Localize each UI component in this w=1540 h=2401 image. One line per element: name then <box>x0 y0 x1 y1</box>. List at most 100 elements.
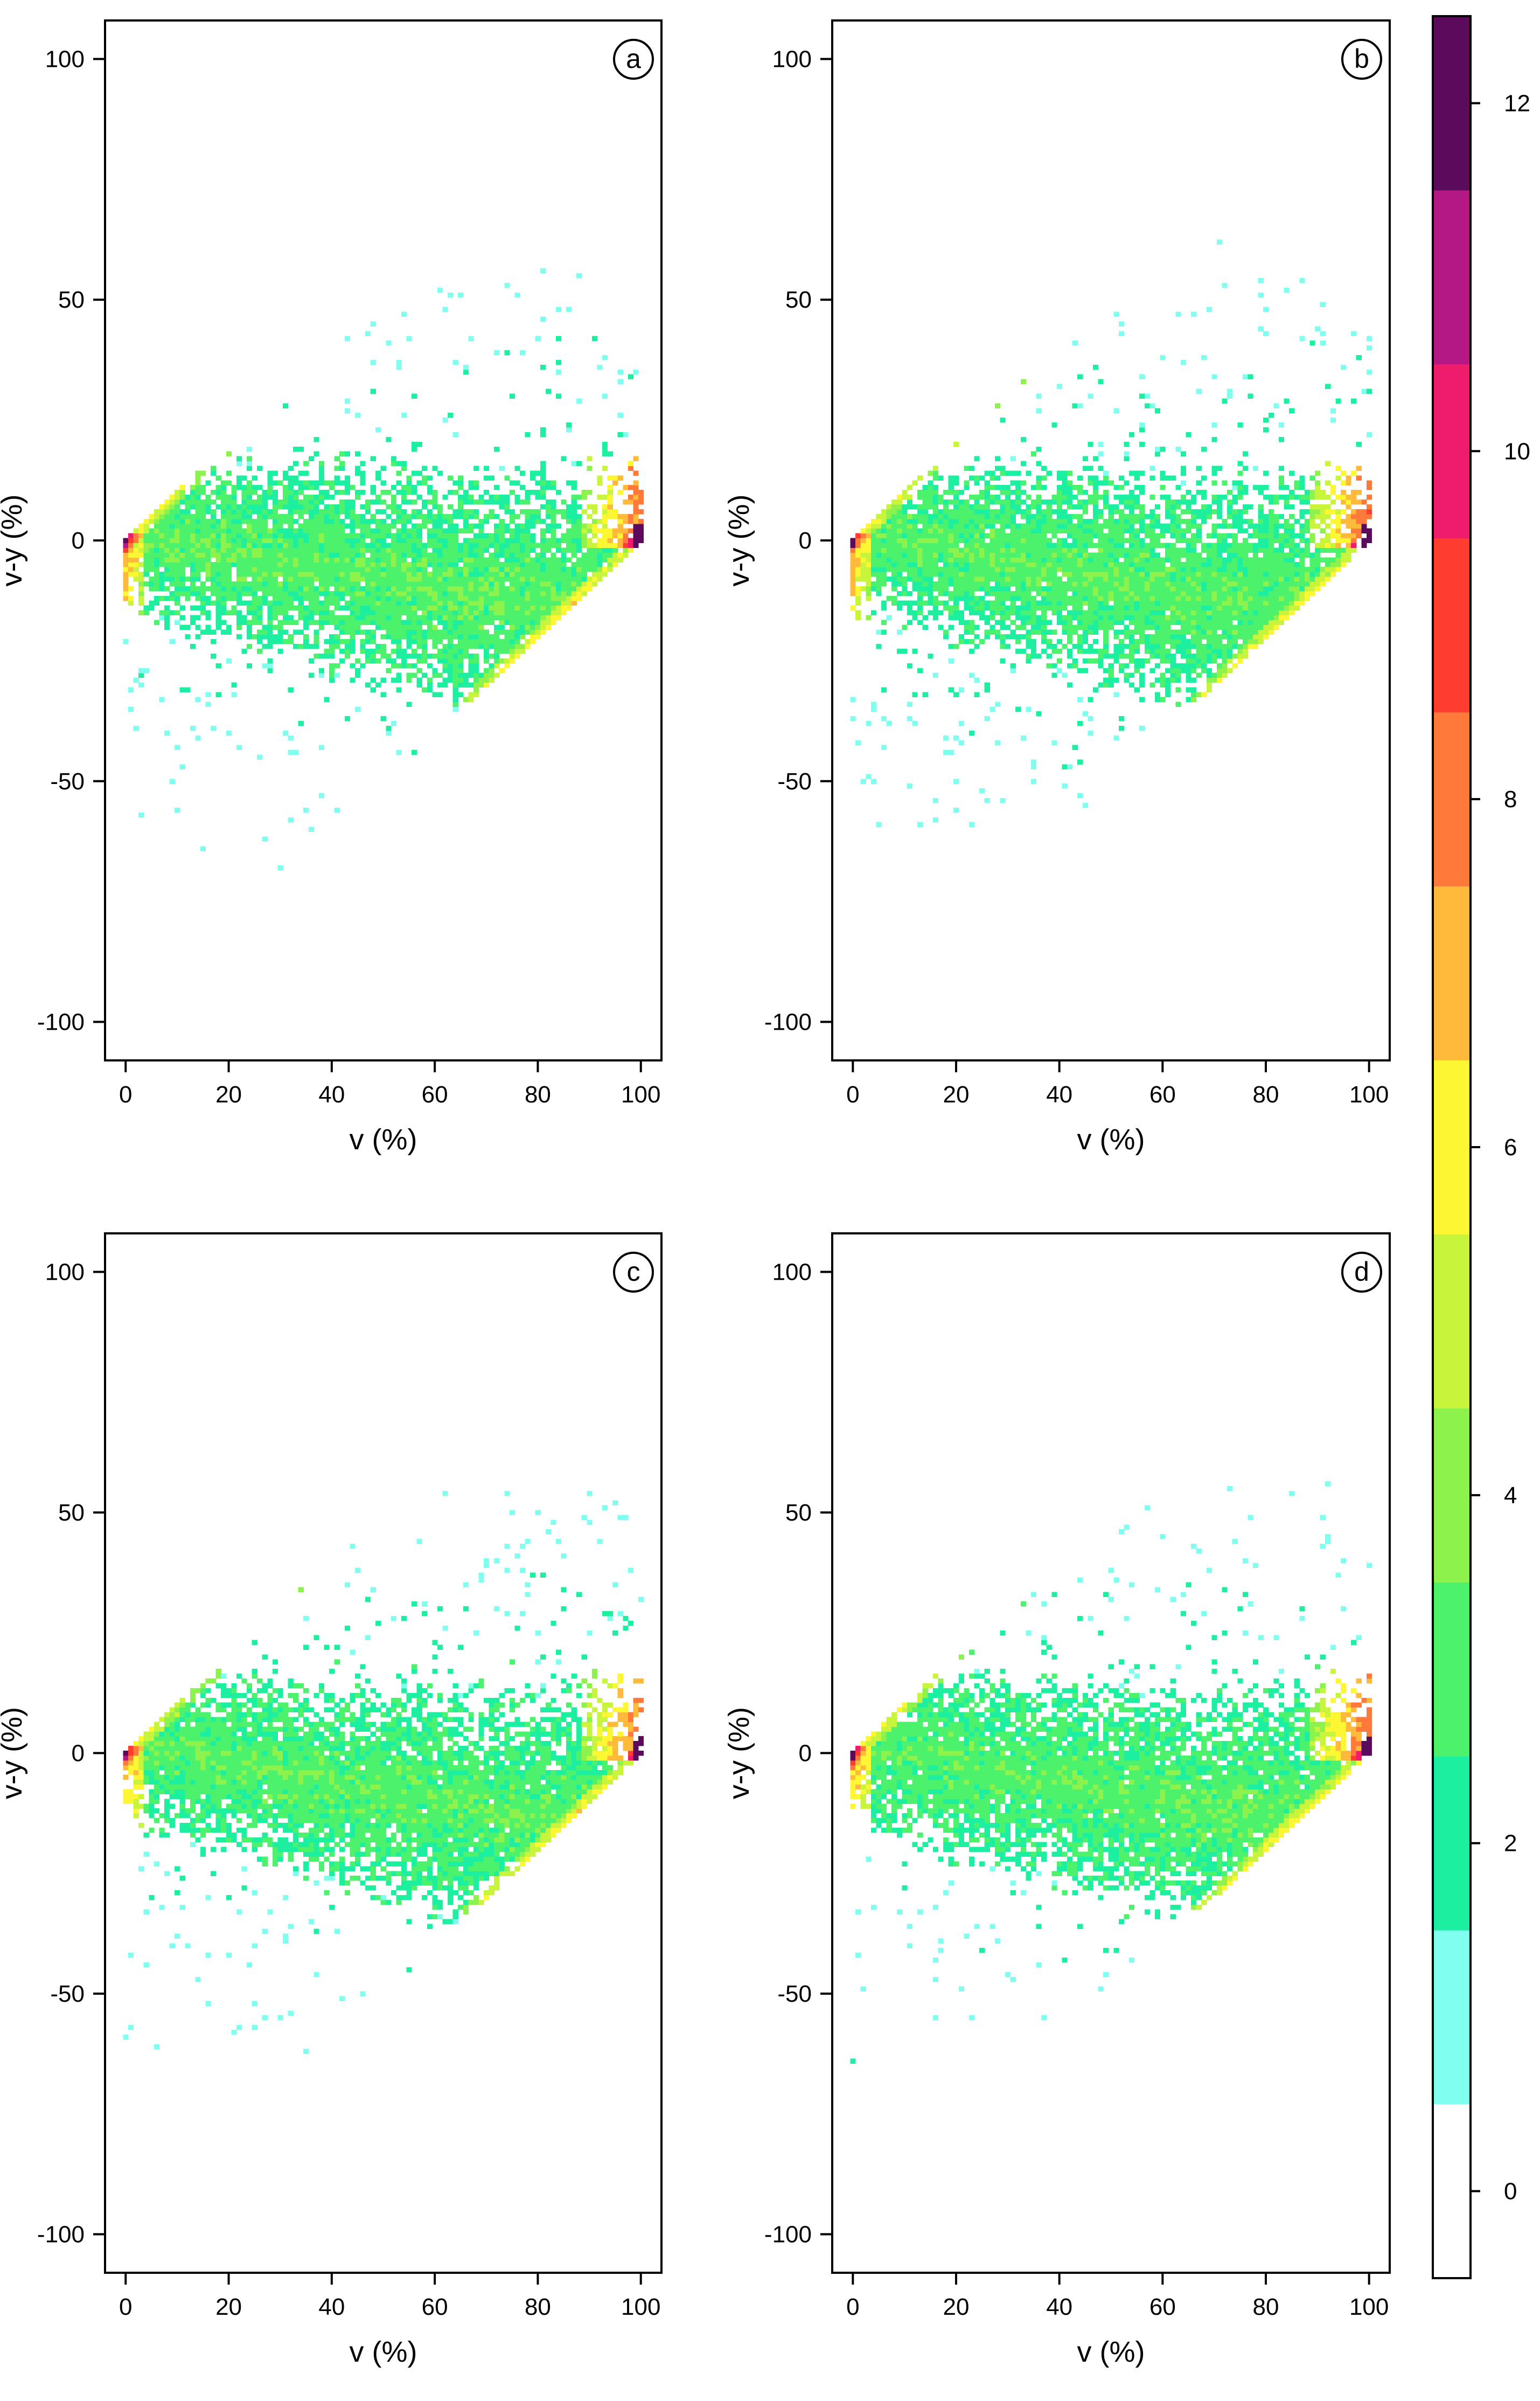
heatmap-cell <box>236 591 242 596</box>
heatmap-cell <box>535 581 541 587</box>
heatmap-cell <box>984 562 990 567</box>
heatmap-cell <box>1020 586 1026 592</box>
heatmap-cell <box>360 547 366 553</box>
heatmap-cell <box>267 586 273 592</box>
heatmap-cell <box>509 649 515 654</box>
heatmap-cell <box>350 562 356 567</box>
heatmap-cell <box>530 610 536 616</box>
heatmap-cell <box>597 572 603 577</box>
heatmap-cell <box>391 591 396 596</box>
heatmap-cell <box>1098 595 1104 601</box>
heatmap-cell <box>205 528 211 534</box>
heatmap-cell <box>138 577 144 582</box>
heatmap-cell <box>277 581 283 587</box>
heatmap-cell <box>1108 504 1114 510</box>
heatmap-cell <box>509 644 515 649</box>
heatmap-cell <box>1149 605 1155 611</box>
heatmap-cell <box>1067 595 1073 601</box>
heatmap-cell <box>452 577 458 582</box>
heatmap-cell <box>912 533 918 539</box>
heatmap-cell <box>494 615 500 621</box>
heatmap-cell <box>922 562 928 567</box>
heatmap-cell <box>427 490 433 495</box>
heatmap-cell <box>236 567 242 572</box>
heatmap-cell <box>344 581 350 587</box>
heatmap-cell <box>1139 470 1145 476</box>
heatmap-cell <box>416 552 422 558</box>
heatmap-cell <box>226 552 232 558</box>
heatmap-cell <box>437 600 443 606</box>
heatmap-cell <box>1082 533 1088 539</box>
heatmap-cell <box>185 499 191 505</box>
heatmap-cell <box>252 615 257 621</box>
heatmap-cell <box>504 644 510 649</box>
heatmap-cell <box>452 610 458 616</box>
heatmap-cell <box>1129 509 1135 515</box>
heatmap-cell <box>1124 523 1130 529</box>
heatmap-cell <box>370 499 376 505</box>
heatmap-cell <box>437 518 443 524</box>
heatmap-cell <box>623 543 629 549</box>
heatmap-cell <box>1155 562 1161 567</box>
heatmap-cell <box>530 513 536 519</box>
heatmap-cell <box>994 702 1001 707</box>
heatmap-cell <box>617 557 623 563</box>
heatmap-cell <box>499 518 505 524</box>
heatmap-cell <box>396 600 402 606</box>
heatmap-cell <box>943 533 949 539</box>
heatmap-cell <box>221 567 227 572</box>
heatmap-cell <box>241 547 247 553</box>
heatmap-cell <box>437 658 443 664</box>
heatmap-cell <box>489 605 494 611</box>
heatmap-cell <box>969 466 975 471</box>
heatmap-cell <box>1020 461 1026 467</box>
heatmap-cell <box>365 581 371 587</box>
heatmap-cell <box>561 456 567 462</box>
heatmap-cell <box>432 490 438 495</box>
heatmap-cell <box>1139 682 1145 688</box>
heatmap-cell <box>200 557 206 563</box>
heatmap-cell <box>974 562 980 567</box>
heatmap-cell <box>293 581 299 587</box>
heatmap-cell <box>509 654 515 659</box>
heatmap-cell <box>535 600 541 606</box>
heatmap-cell <box>1041 562 1047 567</box>
heatmap-cell <box>458 504 464 510</box>
heatmap-cell <box>370 610 376 616</box>
heatmap-cell <box>318 615 325 621</box>
heatmap-cell <box>489 552 494 558</box>
heatmap-cell <box>442 677 448 683</box>
heatmap-cell <box>375 495 381 500</box>
heatmap-cell <box>499 547 505 553</box>
heatmap-cell <box>1062 615 1068 621</box>
heatmap-cell <box>974 495 980 500</box>
heatmap-cell <box>1155 538 1161 544</box>
heatmap-cell <box>437 533 443 539</box>
heatmap-cell <box>386 620 392 625</box>
heatmap-cell <box>555 567 562 572</box>
heatmap-cell <box>452 586 458 592</box>
heatmap-cell <box>303 499 309 505</box>
heatmap-cell <box>458 495 464 500</box>
heatmap-cell <box>561 581 567 587</box>
heatmap-cell <box>412 533 417 539</box>
heatmap-cell <box>876 552 882 558</box>
heatmap-cell <box>365 523 371 529</box>
heatmap-cell <box>432 499 438 505</box>
heatmap-cell <box>190 495 196 500</box>
heatmap-cell <box>164 562 170 567</box>
heatmap-cell <box>288 499 294 505</box>
heatmap-cell <box>979 610 985 616</box>
heatmap-cell <box>448 615 454 621</box>
heatmap-cell <box>293 750 299 755</box>
heatmap-cell <box>1067 624 1073 630</box>
heatmap-cell <box>1072 513 1078 519</box>
heatmap-cell <box>1077 543 1083 549</box>
heatmap-cell <box>252 605 257 611</box>
heatmap-cell <box>236 634 242 640</box>
heatmap-cell <box>850 605 856 611</box>
heatmap-cell <box>391 639 396 644</box>
heatmap-cell <box>1108 577 1114 582</box>
heatmap-cell <box>617 379 623 385</box>
heatmap-cell <box>597 543 603 549</box>
